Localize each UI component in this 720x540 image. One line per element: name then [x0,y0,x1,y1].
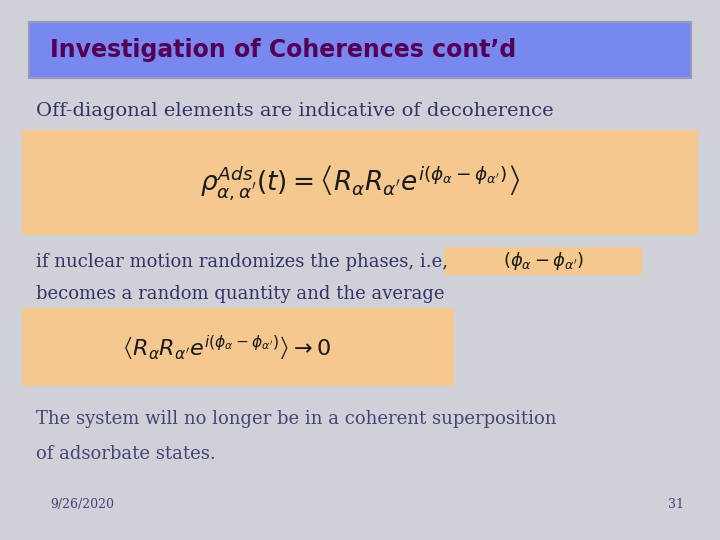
Text: $\rho_{\alpha,\alpha'}^{Ads}(t) = \left\langle R_\alpha R_{\alpha'} e^{i(\phi_\a: $\rho_{\alpha,\alpha'}^{Ads}(t) = \left\… [200,163,520,202]
Text: 9/26/2020: 9/26/2020 [50,498,114,511]
Text: $\left\langle R_\alpha R_{\alpha'} e^{i(\phi_\alpha - \phi_{\alpha'})} \right\ra: $\left\langle R_\alpha R_{\alpha'} e^{i(… [122,333,332,362]
FancyBboxPatch shape [22,130,698,235]
Text: Off-diagonal elements are indicative of decoherence: Off-diagonal elements are indicative of … [36,102,554,120]
Text: 31: 31 [668,498,684,511]
Text: The system will no longer be in a coherent superposition: The system will no longer be in a cohere… [36,409,557,428]
Text: Investigation of Coherences cont’d: Investigation of Coherences cont’d [50,38,517,62]
Text: if nuclear motion randomizes the phases, i.e,: if nuclear motion randomizes the phases,… [36,253,448,271]
Text: becomes a random quantity and the average: becomes a random quantity and the averag… [36,285,444,303]
Text: $(\phi_\alpha - \phi_{\alpha'})$: $(\phi_\alpha - \phi_{\alpha'})$ [503,251,584,272]
Text: of adsorbate states.: of adsorbate states. [36,444,216,463]
FancyBboxPatch shape [22,308,454,386]
FancyBboxPatch shape [444,247,642,275]
FancyBboxPatch shape [29,22,691,78]
